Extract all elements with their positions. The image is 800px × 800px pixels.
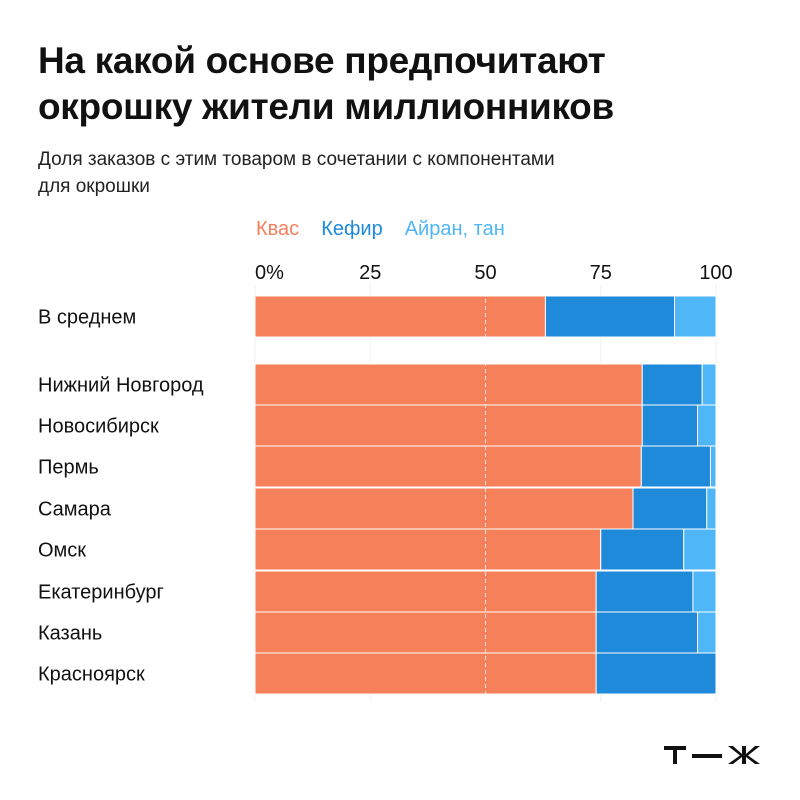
- bar-segment: [254, 487, 634, 530]
- bar-segment: [254, 404, 643, 447]
- category-label: Красноярск: [38, 664, 145, 686]
- category-label: Самара: [38, 499, 112, 521]
- bar-segment: [706, 487, 717, 530]
- category-label: Пермь: [38, 457, 99, 479]
- bar-segment: [697, 404, 717, 447]
- bar-segment: [595, 611, 699, 654]
- subtitle-line-2: для окрошки: [38, 176, 150, 197]
- chart-subtitle: Доля заказов с этим товаром в сочетании …: [38, 146, 738, 200]
- bar-segment: [641, 404, 699, 447]
- category-label: Екатеринбург: [38, 582, 164, 604]
- category-label: Новосибирск: [38, 416, 159, 438]
- bar-segment: [595, 570, 694, 613]
- x-tick-label: 25: [359, 262, 381, 284]
- category-label: Казань: [38, 623, 102, 645]
- bar-segment: [254, 295, 546, 338]
- bar-segment: [697, 611, 717, 654]
- legend-ayran: Айран, тан: [404, 218, 505, 240]
- tzh-logo: [664, 746, 760, 764]
- bar-segment: [683, 528, 717, 571]
- bar-segment: [254, 652, 597, 695]
- subtitle-line-1: Доля заказов с этим товаром в сочетании …: [38, 149, 555, 170]
- category-label: В среднем: [38, 307, 136, 329]
- bar-segment: [692, 570, 717, 613]
- bar-segment: [640, 445, 711, 488]
- bar-segment: [641, 363, 703, 406]
- bar-segment: [632, 487, 708, 530]
- bar-segment: [544, 295, 676, 338]
- bar-segment: [254, 445, 642, 488]
- x-tick-label: 100: [699, 262, 732, 284]
- category-label: Нижний Новгород: [38, 375, 204, 397]
- bar-segment: [254, 570, 597, 613]
- bar-segment: [709, 445, 717, 488]
- x-tick-label: 0%: [255, 262, 284, 284]
- legend-kefir: Кефир: [321, 218, 383, 240]
- x-tick-label: 75: [590, 262, 612, 284]
- x-tick-label: 50: [474, 262, 496, 284]
- bar-segment: [254, 611, 597, 654]
- bar-segment: [254, 363, 643, 406]
- chart-title: На какой основе предпочитают окрошку жит…: [38, 38, 758, 130]
- legend: Квас Кефир Айран, тан: [256, 218, 505, 244]
- bar-segment: [600, 528, 685, 571]
- bar-segment: [254, 528, 602, 571]
- category-label: Омск: [38, 540, 86, 562]
- bar-segment: [595, 652, 717, 695]
- bar-segment: [701, 363, 717, 406]
- title-line-1: На какой основе предпочитают: [38, 40, 606, 81]
- legend-kvas: Квас: [256, 218, 300, 240]
- title-line-2: окрошку жители миллионников: [38, 86, 614, 127]
- bar-segment: [674, 295, 717, 338]
